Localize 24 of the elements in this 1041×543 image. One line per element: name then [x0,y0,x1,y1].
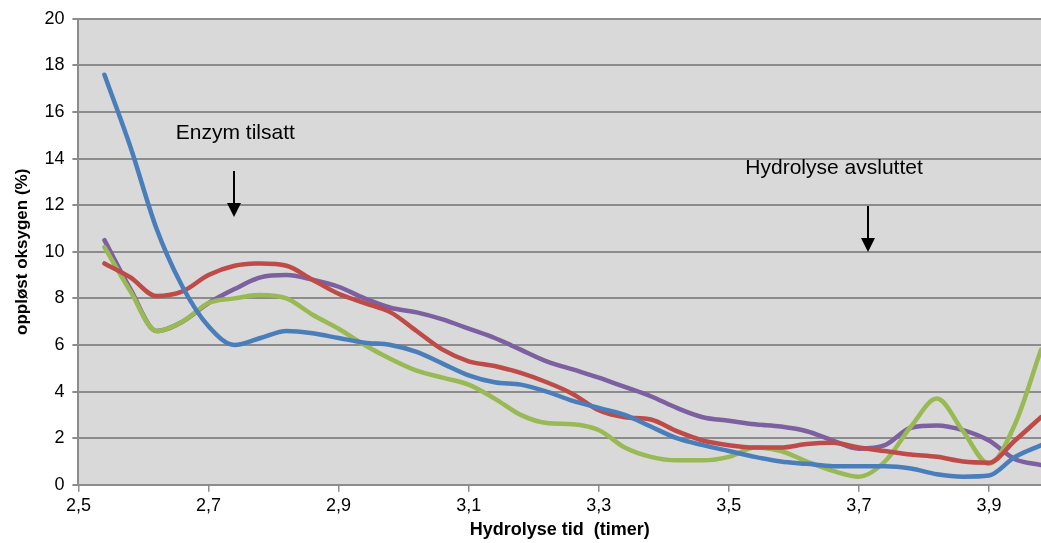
y-tick-label: 12 [44,194,65,215]
x-tick-label: 3,1 [456,494,482,515]
x-tick-label: 2,5 [65,494,91,515]
line-series [102,72,1041,479]
annotation: Hydrolyse avsluttet [745,154,923,178]
y-tick-label: 8 [54,287,65,308]
y-tick-label: 2 [54,427,65,448]
annotation: Enzym tilsatt [175,119,295,143]
y-tick-label: 0 [54,473,65,494]
x-tick-label: 3,3 [586,494,612,515]
y-axis-title: oppløst oksygen (%) [11,168,31,335]
y-tick-label: 18 [44,54,65,75]
y-tick-label: 20 [44,7,65,28]
x-tick-label: 3,5 [716,494,742,515]
y-tick-label: 16 [44,100,65,121]
y-tick-label: 6 [54,333,65,354]
y-tick-label: 4 [54,380,65,401]
x-tick-label: 3,7 [846,494,872,515]
y-tick-label: 10 [44,240,65,261]
x-axis-title: Hydrolyse tid (timer) [469,519,650,540]
x-tick-label: 3,9 [976,494,1002,515]
y-tick-label: 14 [44,147,65,168]
x-tick-label: 2,7 [195,494,222,515]
x-tick-label: 2,9 [326,494,352,515]
